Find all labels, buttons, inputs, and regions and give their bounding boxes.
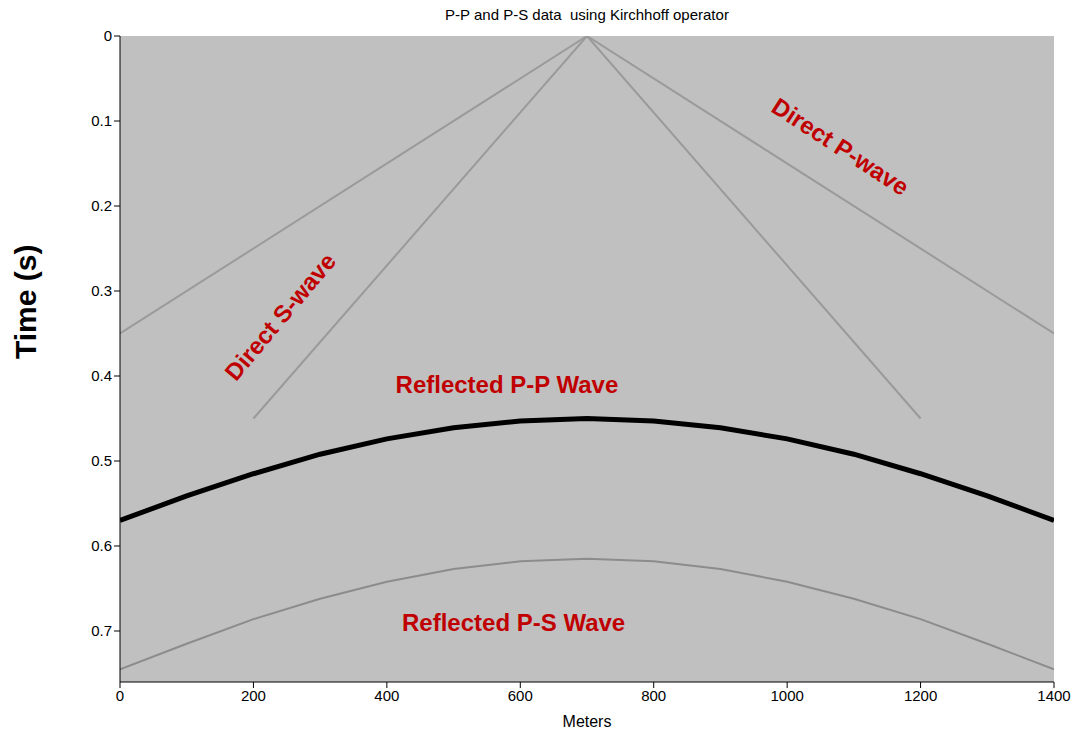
html-text:P-P and P-S data using Kirchho: P-P and P-S data using Kirchhoff operato… xyxy=(445,6,729,23)
svg-text:0.1: 0.1 xyxy=(91,112,112,129)
svg-text:800: 800 xyxy=(641,687,666,704)
svg-text:0: 0 xyxy=(116,687,124,704)
svg-text:0.6: 0.6 xyxy=(91,537,112,554)
svg-text:400: 400 xyxy=(374,687,399,704)
svg-text:0.5: 0.5 xyxy=(91,452,112,469)
svg-text:Reflected P-P Wave: Reflected P-P Wave xyxy=(396,371,619,398)
svg-text:0.4: 0.4 xyxy=(91,367,112,384)
svg-text:1000: 1000 xyxy=(770,687,803,704)
svg-text:Meters: Meters xyxy=(563,713,612,730)
svg-text:0.3: 0.3 xyxy=(91,282,112,299)
svg-text:Direct P-wave: Direct P-wave xyxy=(767,92,914,200)
svg-text:0.2: 0.2 xyxy=(91,197,112,214)
svg-text:1400: 1400 xyxy=(1037,687,1070,704)
svg-text:200: 200 xyxy=(241,687,266,704)
svg-text:0: 0 xyxy=(104,27,112,44)
svg-text:0.7: 0.7 xyxy=(91,622,112,639)
svg-text:Time (s): Time (s) xyxy=(9,245,42,359)
svg-text:1200: 1200 xyxy=(904,687,937,704)
svg-text:600: 600 xyxy=(508,687,533,704)
svg-text:Reflected P-S Wave: Reflected P-S Wave xyxy=(402,609,625,636)
svg-text:Direct S-wave: Direct S-wave xyxy=(219,248,341,386)
